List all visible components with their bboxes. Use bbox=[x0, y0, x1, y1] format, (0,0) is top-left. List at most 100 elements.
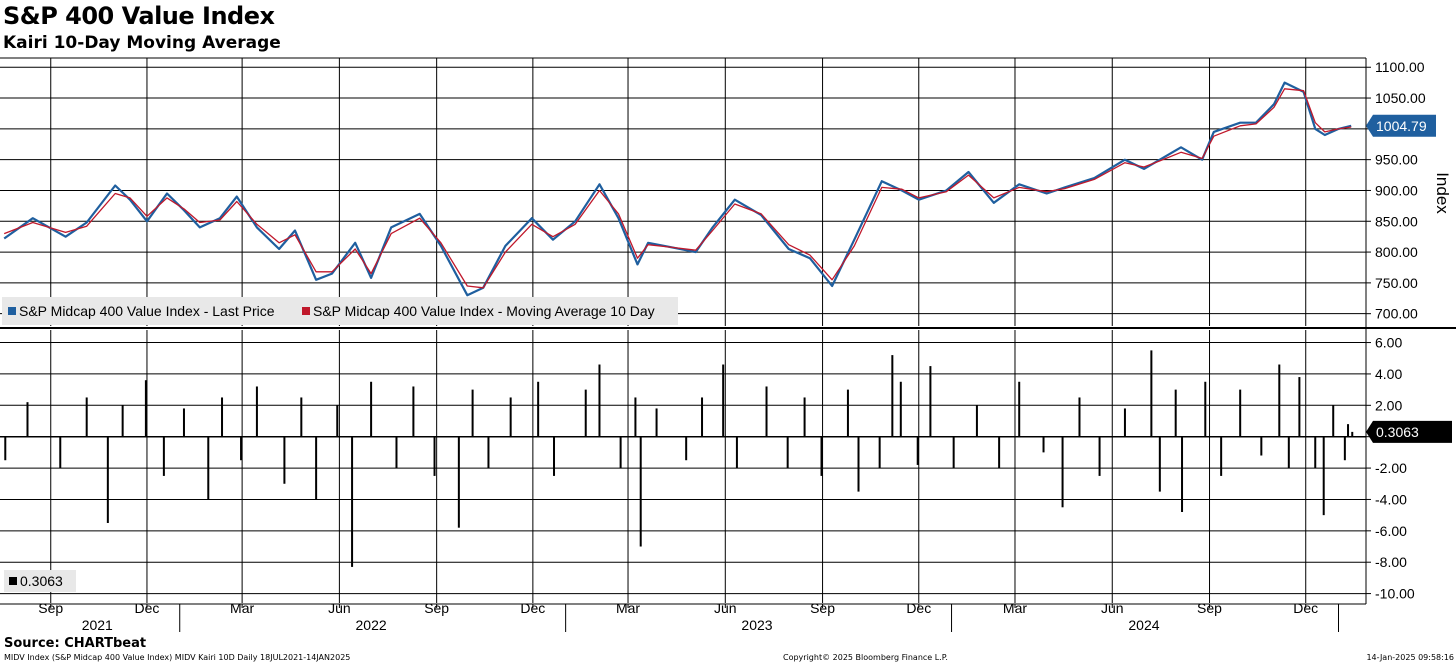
y-tick-label-top: 850.00 bbox=[1375, 213, 1418, 229]
kairi-bar bbox=[735, 436, 738, 469]
kairi-bar bbox=[351, 436, 354, 567]
footer-series-info: MIDV Index (S&P Midcap 400 Value Index) … bbox=[4, 653, 351, 662]
kairi-bar bbox=[1322, 436, 1325, 516]
kairi-bar bbox=[1314, 436, 1317, 469]
y-tick-label-top: 800.00 bbox=[1375, 244, 1418, 260]
kairi-bar bbox=[395, 436, 398, 469]
kairi-bar bbox=[639, 436, 642, 547]
y-tick-label-bottom: -2.00 bbox=[1375, 460, 1407, 476]
kairi-bar bbox=[1204, 381, 1207, 437]
last-kairi-tag bbox=[1366, 420, 1452, 443]
x-tick-label: Dec bbox=[1293, 600, 1318, 616]
y-tick-label-bottom: -10.00 bbox=[1375, 586, 1415, 602]
legend-label-price: S&P Midcap 400 Value Index - Last Price bbox=[19, 303, 275, 319]
kairi-bar bbox=[412, 386, 415, 437]
kairi-bar bbox=[207, 436, 210, 500]
y-tick-label-top: 700.00 bbox=[1375, 306, 1418, 322]
y-tick-label-top: 950.00 bbox=[1375, 152, 1418, 168]
kairi-bar bbox=[59, 436, 62, 469]
legend-swatch-kairi bbox=[9, 577, 17, 585]
kairi-bar bbox=[722, 364, 725, 437]
x-tick-label: Mar bbox=[1003, 600, 1027, 616]
kairi-bar bbox=[891, 355, 894, 437]
kairi-bar bbox=[1174, 389, 1177, 437]
kairi-bar bbox=[106, 436, 109, 523]
kairi-bar bbox=[370, 381, 373, 437]
kairi-bar bbox=[899, 381, 902, 437]
kairi-bar bbox=[634, 397, 637, 437]
legend-box-top bbox=[2, 297, 678, 325]
moving-average-line bbox=[3, 88, 1352, 289]
x-year-label: 2021 bbox=[82, 617, 113, 633]
x-tick-label: Sep bbox=[1197, 600, 1222, 616]
kairi-bar bbox=[1351, 431, 1354, 437]
kairi-bar bbox=[1150, 350, 1153, 437]
y-tick-label-bottom: 4.00 bbox=[1375, 366, 1402, 382]
x-tick-label: Mar bbox=[616, 600, 640, 616]
kairi-bar bbox=[1343, 436, 1346, 461]
kairi-bar bbox=[433, 436, 436, 476]
legend-box-bottom bbox=[4, 570, 76, 592]
kairi-bar bbox=[1042, 436, 1045, 453]
kairi-bar bbox=[1260, 436, 1263, 456]
kairi-bar bbox=[998, 436, 1001, 469]
kairi-bar bbox=[240, 436, 243, 461]
x-tick-label: Sep bbox=[424, 600, 449, 616]
kairi-bar bbox=[182, 408, 185, 437]
kairi-bar bbox=[283, 436, 286, 484]
source-label: Source: CHARTbeat bbox=[4, 636, 147, 651]
kairi-bar bbox=[820, 436, 823, 476]
kairi-bar bbox=[553, 436, 556, 476]
x-tick-label: Jun bbox=[714, 600, 737, 616]
y-tick-label-bottom: -6.00 bbox=[1375, 523, 1407, 539]
x-year-label: 2023 bbox=[741, 617, 772, 633]
kairi-bar bbox=[1332, 405, 1335, 437]
kairi-bar bbox=[1347, 424, 1350, 437]
kairi-bar bbox=[162, 436, 165, 476]
y-tick-label-bottom: 2.00 bbox=[1375, 397, 1402, 413]
chart-title: S&P 400 Value Index bbox=[3, 2, 275, 30]
kairi-bar bbox=[598, 364, 601, 437]
y-tick-label-bottom: -8.00 bbox=[1375, 554, 1407, 570]
footer-copyright: Copyright© 2025 Bloomberg Finance L.P. bbox=[783, 653, 948, 662]
kairi-bar bbox=[221, 397, 224, 437]
kairi-bar bbox=[26, 402, 29, 437]
y-tick-label-bottom: 6.00 bbox=[1375, 335, 1402, 351]
kairi-bar bbox=[655, 408, 658, 437]
x-tick-label: Dec bbox=[520, 600, 545, 616]
kairi-bar bbox=[537, 381, 540, 437]
legend-label-kairi: 0.3063 bbox=[20, 573, 63, 589]
kairi-bar bbox=[916, 436, 919, 465]
kairi-bar bbox=[786, 436, 789, 469]
y-tick-label-top: 750.00 bbox=[1375, 275, 1418, 291]
kairi-bar bbox=[255, 386, 258, 437]
legend-swatch-price bbox=[8, 307, 16, 315]
x-tick-label: Jun bbox=[1101, 600, 1124, 616]
last-kairi-value: 0.3063 bbox=[1376, 424, 1419, 440]
y-tick-label-top: 900.00 bbox=[1375, 182, 1418, 198]
kairi-bar bbox=[1287, 436, 1290, 469]
kairi-bar bbox=[1018, 381, 1021, 437]
kairi-bar bbox=[1158, 436, 1161, 492]
x-tick-label: Dec bbox=[906, 600, 931, 616]
footer-timestamp: 14-Jan-2025 09:58:16 bbox=[1366, 653, 1454, 662]
kairi-bar bbox=[929, 366, 932, 437]
kairi-bar bbox=[1220, 436, 1223, 476]
kairi-bar bbox=[878, 436, 881, 469]
kairi-bar bbox=[457, 436, 460, 528]
kairi-bar bbox=[487, 436, 490, 469]
kairi-bar bbox=[509, 397, 512, 437]
x-tick-label: Jun bbox=[328, 600, 351, 616]
x-tick-label: Mar bbox=[230, 600, 254, 616]
y-tick-label-top: 1050.00 bbox=[1375, 90, 1426, 106]
last-price-value: 1004.79 bbox=[1376, 118, 1427, 134]
kairi-bar bbox=[619, 436, 622, 469]
x-tick-label: Sep bbox=[38, 600, 63, 616]
last-price-tag bbox=[1366, 114, 1436, 137]
legend-swatch-ma bbox=[302, 307, 310, 315]
kairi-bar bbox=[701, 397, 704, 437]
kairi-bar bbox=[4, 436, 7, 461]
kairi-bar bbox=[952, 436, 955, 469]
kairi-bar bbox=[300, 397, 303, 437]
chart-subtitle: Kairi 10-Day Moving Average bbox=[3, 33, 281, 53]
